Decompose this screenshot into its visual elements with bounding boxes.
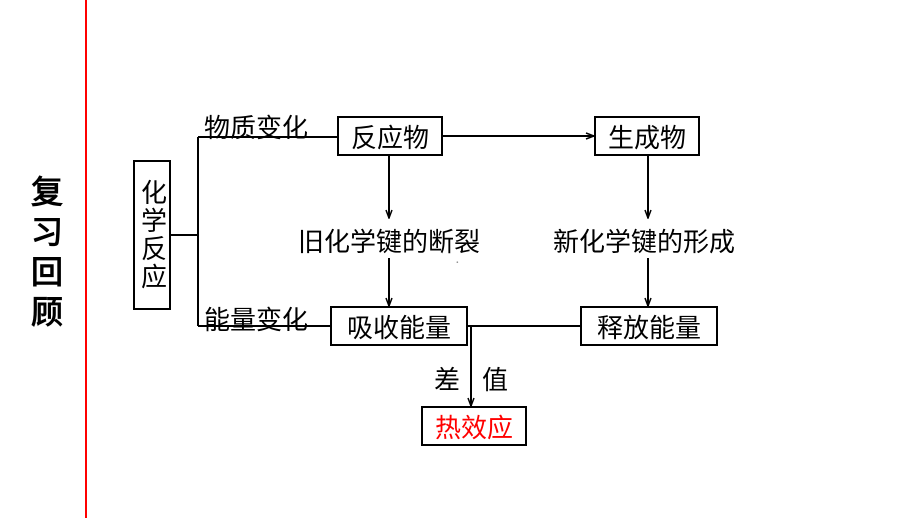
label-energy-change: 能量变化 — [204, 300, 308, 337]
label-diff-left: 差 — [434, 360, 460, 397]
label-diff-right: 值 — [482, 360, 508, 397]
node-product: 生成物 — [594, 116, 700, 156]
label-new-bond: 新化学键的形成 — [553, 222, 735, 259]
page-title: 复习回顾 — [22, 175, 68, 335]
label-matter-change: 物质变化 — [204, 108, 308, 145]
node-label: 反应物 — [351, 118, 429, 155]
label-old-bond: 旧化学键的断裂 — [298, 222, 480, 259]
node-absorb: 吸收能量 — [330, 306, 468, 346]
node-label: 生成物 — [608, 118, 686, 155]
node-label: 热效应 — [435, 408, 513, 445]
node-chem-reaction: 化学反应 — [133, 160, 171, 310]
vertical-red-line — [85, 0, 87, 518]
node-label: 吸收能量 — [347, 308, 451, 345]
node-thermal: 热效应 — [421, 406, 527, 446]
node-label: 释放能量 — [597, 308, 701, 345]
node-reactant: 反应物 — [337, 116, 443, 156]
node-label: 化学反应 — [134, 179, 171, 291]
node-release: 释放能量 — [580, 306, 718, 346]
